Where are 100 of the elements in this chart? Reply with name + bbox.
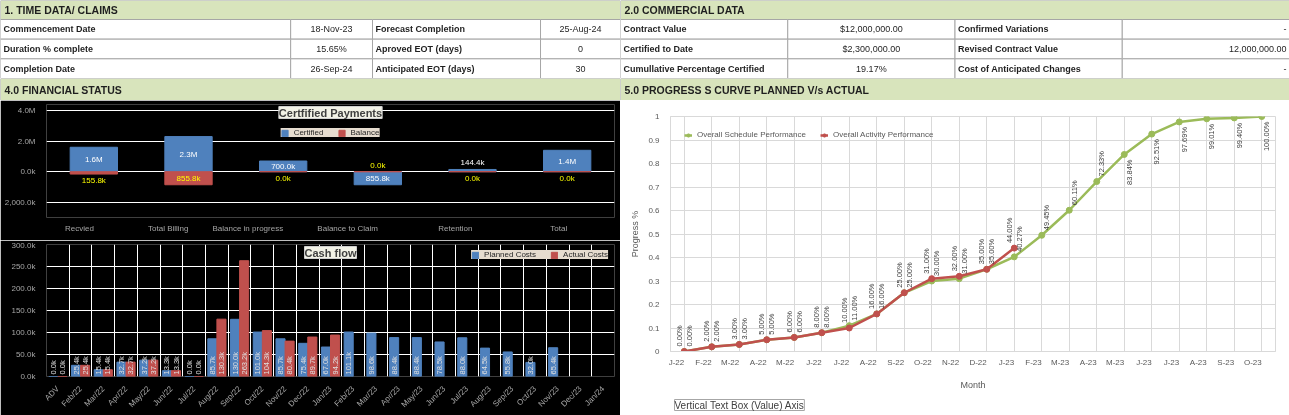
text: 26-Sep-24	[310, 63, 353, 74]
y-tick-label: 50.0k	[15, 350, 37, 359]
text: Cumullative Percentage Certified	[623, 63, 765, 74]
text: 15.65%	[316, 44, 347, 54]
x-tick-label: A-23	[1189, 358, 1208, 367]
data-label: 0.0k	[370, 160, 387, 170]
y-tick-label: 2.0M	[17, 136, 36, 146]
text: Cost of Anticipated Changes	[958, 63, 1081, 74]
text: $2,300,000.00	[842, 44, 901, 54]
y-tick-label: 0.7	[648, 182, 661, 192]
text: 25-Aug-24	[559, 24, 602, 35]
x-tick-label: J-22	[806, 358, 823, 367]
x-tick-label: N-22	[941, 358, 960, 367]
x-tick-label: M-22	[776, 358, 795, 367]
text: 30	[575, 63, 586, 74]
legend-label: Overall Activity Performance	[832, 130, 934, 139]
x-tick-label: J-22	[668, 358, 685, 367]
x-tick-label: A-23	[1079, 358, 1098, 367]
text: Anticipated EOT (days)	[375, 63, 475, 74]
y-tick-label: 0.6	[648, 206, 661, 215]
y-tick-label: 150.0k	[11, 306, 37, 315]
legend-label: Certified	[293, 128, 324, 137]
y-tick-label: 0.5	[648, 229, 661, 239]
text: $12,000,000.00	[840, 24, 903, 35]
y-tick-label: 200.0k	[11, 284, 37, 293]
y-axis-title: Progress %	[630, 210, 641, 258]
x-tick-label: J-23	[1163, 358, 1180, 367]
legend-label: Actual Costs	[563, 250, 608, 259]
text: 4.0 FINANCIAL STATUS	[4, 83, 122, 96]
text: Aproved EOT (days)	[375, 44, 463, 54]
x-tick-label: M-23	[1106, 358, 1125, 367]
x-tick-label: F-23	[1025, 358, 1043, 367]
text: -	[1283, 63, 1287, 74]
text: Duration % complete	[3, 44, 94, 54]
text: 2.0 COMMERCIAL DATA	[624, 4, 746, 16]
text: 18-Nov-23	[310, 24, 353, 35]
x-tick-label: J-23	[1136, 358, 1153, 367]
text: Confirmed Variations	[958, 24, 1049, 35]
data-label: 0.0k	[275, 173, 292, 183]
data-label: 0.0k	[464, 173, 482, 183]
data-label: 2.3M	[179, 149, 198, 159]
y-tick-label: 4.0M	[17, 106, 36, 116]
x-tick-label: M-23	[1051, 358, 1070, 367]
x-tick-label: D-22	[969, 358, 988, 367]
x-tick-label: A-22	[749, 358, 768, 367]
y-tick-label: 0.3	[648, 276, 661, 286]
text: -	[1283, 24, 1287, 35]
x-tick-label: Total	[550, 224, 568, 233]
chart-title: Cash flow	[304, 246, 357, 259]
x-tick-label: O-22	[913, 358, 933, 367]
y-tick-label: 0.2	[648, 300, 661, 309]
y-tick-label: 100.0k	[11, 328, 37, 337]
y-tick-label: 300.0k	[11, 240, 37, 250]
text: Revised Contract Value	[958, 44, 1059, 54]
y-tick-label: 0.1	[648, 323, 661, 333]
x-tick-label: S-22	[887, 358, 905, 367]
x-tick-label: Retention	[438, 224, 473, 233]
x-tick-label: J-22	[833, 358, 850, 367]
x-tick-label: F-22	[695, 358, 713, 367]
x-tick-label: Total Billing	[148, 224, 189, 233]
y-tick-label: 2,000.0k	[4, 197, 37, 207]
text: 5.0 PROGRESS S CURVE PLANNED V/s ACTUAL	[624, 83, 870, 96]
data-label: 855.8k	[365, 173, 391, 183]
y-tick-label: 0.4	[648, 253, 661, 262]
y-tick-label: 1	[655, 112, 661, 121]
x-tick-label: O-23	[1243, 358, 1263, 367]
text: Forecast Completion	[375, 24, 466, 35]
y-tick-label: 250.0k	[11, 262, 37, 271]
x-tick-label: Balance in progress	[212, 224, 284, 233]
data-label: 855.8k	[176, 173, 202, 183]
y-tick-label: 0	[655, 347, 661, 356]
chart-title: Certfified Payments	[278, 106, 383, 119]
legend-label: Planned Costs	[484, 250, 537, 259]
data-label: 144.4k	[460, 158, 486, 168]
text: Vertical Text Box (Value) Axis	[674, 399, 804, 411]
data-label: 155.8k	[81, 176, 107, 186]
text: Commencement Date	[3, 24, 96, 35]
legend-label: Overall Schedule Performance	[697, 130, 806, 139]
text: 19.17%	[856, 63, 887, 74]
y-tick-label: 0.8	[648, 159, 661, 168]
x-tick-label: J-23	[998, 358, 1015, 367]
x-tick-label: Recvied	[64, 224, 94, 233]
y-tick-label: 0.0k	[20, 167, 37, 177]
x-tick-label: S-23	[1217, 358, 1235, 367]
text: 1. TIME DATA/ CLAIMS	[4, 4, 118, 16]
x-tick-label: Balance to Claim	[317, 224, 379, 233]
text: Certified to Date	[623, 44, 694, 54]
y-tick-label: 0.0k	[20, 372, 37, 381]
text: Contract Value	[623, 24, 687, 35]
x-tick-label: M-22	[721, 358, 740, 367]
text: 0	[578, 44, 584, 54]
text: Completion Date	[3, 63, 76, 74]
x-axis-title: Month	[960, 379, 986, 390]
legend-label: Balance	[350, 128, 380, 137]
data-label: 700.0k	[271, 161, 297, 171]
data-label: 1.6M	[84, 154, 104, 164]
x-tick-label: A-22	[859, 358, 878, 367]
y-tick-label: 0.9	[648, 135, 661, 145]
text: 12,000,000.00	[1228, 44, 1287, 54]
data-label: 0.0k	[559, 173, 576, 183]
